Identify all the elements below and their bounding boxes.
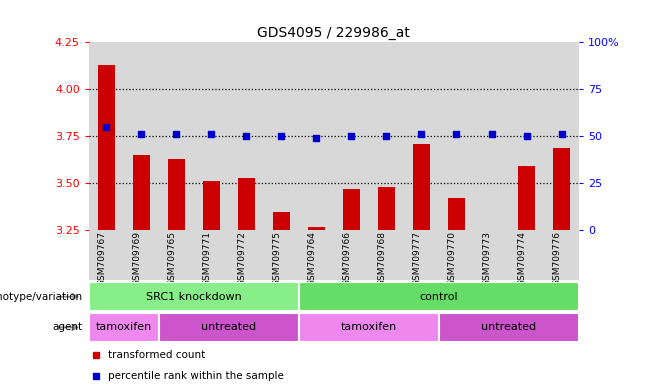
Point [451, 131, 462, 137]
Bar [553, 147, 570, 230]
Text: percentile rank within the sample: percentile rank within the sample [109, 371, 284, 381]
Bar [203, 182, 220, 230]
Point [486, 131, 497, 137]
Point [276, 133, 287, 139]
Text: tamoxifen: tamoxifen [95, 322, 152, 333]
Text: GSM709765: GSM709765 [167, 232, 176, 286]
Point [381, 133, 392, 139]
Bar [168, 159, 185, 230]
Bar [89, 42, 124, 230]
Text: GSM709770: GSM709770 [447, 232, 457, 286]
Point [136, 131, 147, 137]
Bar [89, 282, 299, 311]
Point [171, 131, 182, 137]
Bar [299, 42, 334, 230]
Text: GSM709772: GSM709772 [238, 232, 246, 286]
Bar [447, 199, 465, 230]
Text: untreated: untreated [201, 322, 257, 333]
Bar [89, 313, 159, 342]
Bar [299, 230, 334, 280]
Point [241, 133, 251, 139]
Text: GSM709768: GSM709768 [378, 232, 386, 286]
Text: transformed count: transformed count [109, 350, 206, 360]
Bar [159, 42, 194, 230]
Text: SRC1 knockdown: SRC1 knockdown [146, 291, 241, 302]
Bar [97, 65, 115, 230]
Bar [124, 230, 159, 280]
Text: control: control [420, 291, 458, 302]
Text: GSM709771: GSM709771 [203, 232, 211, 286]
Bar [544, 230, 579, 280]
Point [206, 131, 216, 137]
Bar [124, 42, 159, 230]
Bar [509, 230, 544, 280]
Bar [439, 230, 474, 280]
Text: GSM709775: GSM709775 [272, 232, 282, 286]
Text: GSM709773: GSM709773 [482, 232, 492, 286]
Bar [343, 189, 360, 230]
Bar [89, 230, 124, 280]
Bar [229, 42, 264, 230]
Text: untreated: untreated [482, 322, 536, 333]
Bar [334, 42, 369, 230]
Text: GSM709769: GSM709769 [132, 232, 141, 286]
Point [521, 133, 532, 139]
Text: tamoxifen: tamoxifen [341, 322, 397, 333]
Bar [299, 313, 439, 342]
Bar [369, 230, 404, 280]
Bar [299, 282, 579, 311]
Bar [413, 144, 430, 230]
Bar [238, 178, 255, 230]
Text: genotype/variation: genotype/variation [0, 291, 82, 302]
Bar [229, 230, 264, 280]
Text: GSM709766: GSM709766 [342, 232, 351, 286]
Point [556, 131, 567, 137]
Bar [439, 313, 579, 342]
Bar [159, 313, 299, 342]
Bar [544, 42, 579, 230]
Bar [474, 42, 509, 230]
Text: GSM709777: GSM709777 [413, 232, 422, 286]
Point [311, 135, 322, 141]
Bar [308, 227, 325, 230]
Bar [369, 42, 404, 230]
Bar [194, 230, 229, 280]
Bar [159, 230, 194, 280]
Point [101, 124, 112, 130]
Text: GSM709776: GSM709776 [553, 232, 561, 286]
Bar [264, 230, 299, 280]
Point [417, 131, 427, 137]
Text: GSM709774: GSM709774 [518, 232, 526, 286]
Bar [264, 42, 299, 230]
Text: GSM709767: GSM709767 [97, 232, 107, 286]
Bar [518, 166, 535, 230]
Text: agent: agent [52, 322, 82, 333]
Bar [474, 230, 509, 280]
Bar [404, 230, 439, 280]
Point [346, 133, 357, 139]
Bar [194, 42, 229, 230]
Text: GSM709764: GSM709764 [307, 232, 316, 286]
Bar [378, 187, 395, 230]
Bar [334, 230, 369, 280]
Bar [439, 42, 474, 230]
Bar [272, 212, 290, 230]
Bar [133, 155, 150, 230]
Title: GDS4095 / 229986_at: GDS4095 / 229986_at [257, 26, 411, 40]
Bar [483, 230, 500, 234]
Bar [509, 42, 544, 230]
Bar [404, 42, 439, 230]
